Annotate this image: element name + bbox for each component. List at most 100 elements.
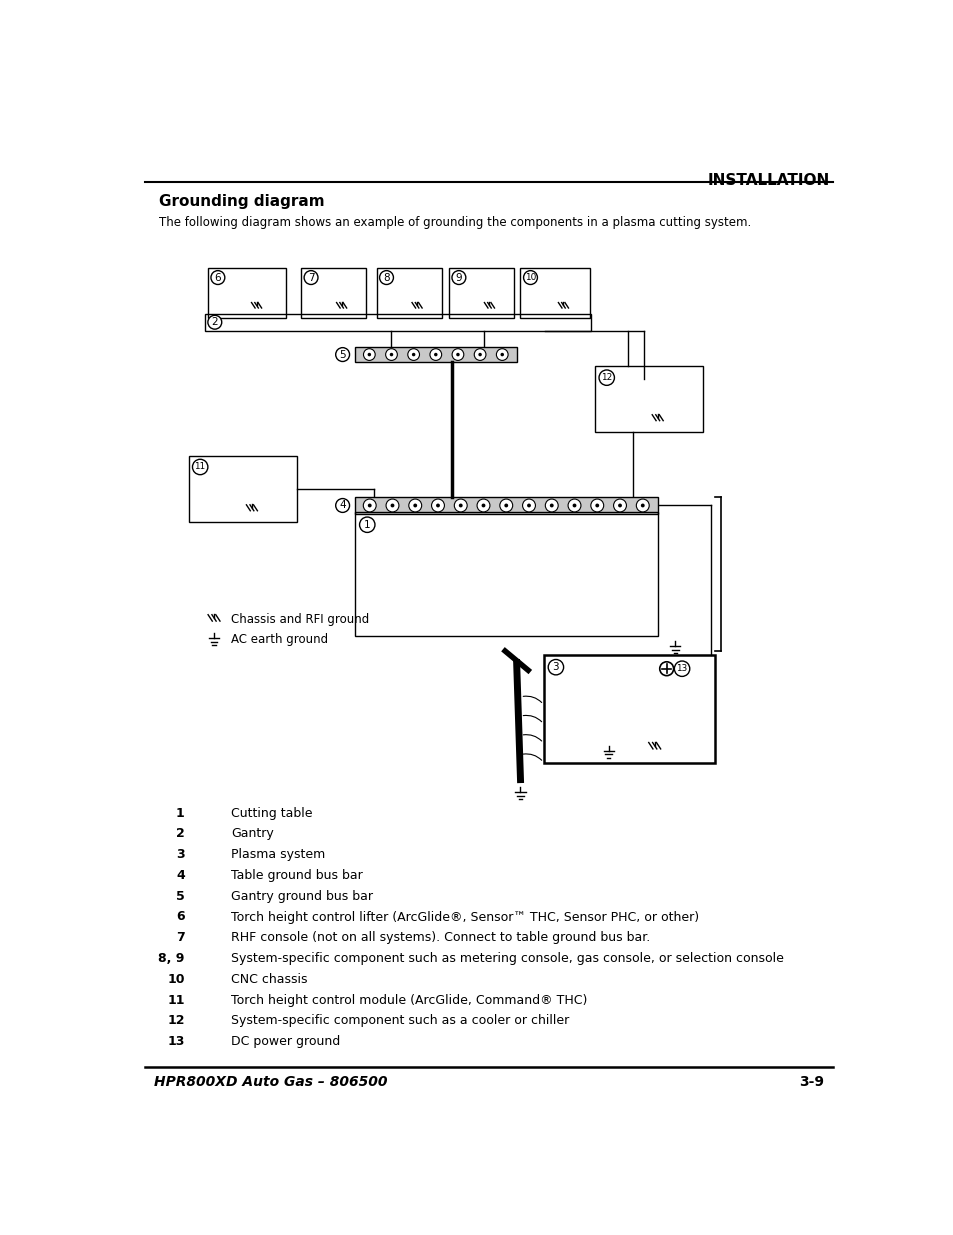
Text: 3: 3 [552, 662, 558, 672]
Text: 11: 11 [194, 462, 206, 472]
Circle shape [208, 315, 221, 330]
Circle shape [640, 504, 644, 508]
Text: 5: 5 [339, 350, 346, 359]
Circle shape [500, 353, 503, 357]
Text: 12: 12 [600, 373, 612, 382]
Text: 1: 1 [176, 806, 185, 820]
Circle shape [211, 270, 225, 284]
Circle shape [499, 499, 512, 513]
Circle shape [659, 662, 673, 676]
Text: 9: 9 [456, 273, 461, 283]
Circle shape [407, 348, 419, 361]
Circle shape [618, 504, 621, 508]
Text: 8: 8 [383, 273, 390, 283]
Circle shape [452, 348, 463, 361]
Circle shape [434, 353, 437, 357]
Text: 2: 2 [212, 317, 218, 327]
Circle shape [390, 504, 394, 508]
Circle shape [636, 499, 649, 513]
Circle shape [674, 661, 689, 677]
Text: AC earth ground: AC earth ground [231, 634, 328, 646]
Circle shape [452, 270, 465, 284]
Text: RHF console (not on all systems). Connect to table ground bus bar.: RHF console (not on all systems). Connec… [231, 931, 650, 945]
Bar [595, 366, 702, 431]
Text: CNC chassis: CNC chassis [231, 973, 307, 986]
Text: Gantry: Gantry [231, 827, 274, 840]
Text: 3: 3 [176, 848, 185, 861]
Circle shape [567, 499, 580, 513]
Circle shape [412, 353, 415, 357]
Text: 1: 1 [364, 520, 370, 530]
Circle shape [193, 459, 208, 474]
Circle shape [413, 504, 416, 508]
Bar [190, 456, 297, 521]
Circle shape [477, 353, 481, 357]
Circle shape [335, 347, 349, 362]
Circle shape [335, 499, 349, 513]
Circle shape [359, 517, 375, 532]
Text: 4: 4 [176, 869, 185, 882]
Text: 6: 6 [176, 910, 185, 924]
Circle shape [409, 499, 421, 513]
Text: System-specific component such as metering console, gas console, or selection co: System-specific component such as meteri… [231, 952, 783, 965]
Circle shape [548, 659, 563, 674]
Circle shape [363, 348, 375, 361]
Bar [520, 268, 589, 317]
Circle shape [496, 348, 508, 361]
Text: 8, 9: 8, 9 [158, 952, 185, 965]
Text: 10: 10 [167, 973, 185, 986]
Text: 3-9: 3-9 [798, 1074, 823, 1088]
Text: Chassis and RFI ground: Chassis and RFI ground [231, 613, 369, 626]
Circle shape [598, 370, 614, 385]
Circle shape [436, 504, 439, 508]
Text: INSTALLATION: INSTALLATION [707, 173, 829, 188]
Text: Gantry ground bus bar: Gantry ground bus bar [231, 889, 373, 903]
Circle shape [474, 348, 485, 361]
Bar [543, 655, 714, 763]
Text: Table ground bus bar: Table ground bus bar [231, 869, 362, 882]
Circle shape [431, 499, 444, 513]
Text: HPR800XD Auto Gas – 806500: HPR800XD Auto Gas – 806500 [153, 1074, 387, 1088]
Circle shape [367, 353, 371, 357]
Bar [205, 314, 591, 331]
Circle shape [549, 504, 553, 508]
Circle shape [458, 504, 462, 508]
Bar [355, 513, 657, 636]
Text: The following diagram shows an example of grounding the components in a plasma c: The following diagram shows an example o… [158, 216, 750, 228]
Circle shape [456, 353, 459, 357]
Text: 6: 6 [214, 273, 221, 283]
Bar [208, 268, 286, 317]
Circle shape [523, 270, 537, 284]
Text: System-specific component such as a cooler or chiller: System-specific component such as a cool… [231, 1014, 569, 1028]
Circle shape [386, 499, 398, 513]
Circle shape [522, 499, 535, 513]
Circle shape [430, 348, 441, 361]
Text: 7: 7 [176, 931, 185, 945]
Bar [355, 347, 517, 362]
Circle shape [613, 499, 626, 513]
Text: DC power ground: DC power ground [231, 1035, 340, 1049]
Text: 11: 11 [167, 994, 185, 1007]
Text: Grounding diagram: Grounding diagram [158, 194, 324, 210]
Bar [376, 268, 441, 317]
Circle shape [595, 504, 598, 508]
Bar [301, 268, 366, 317]
Text: Plasma system: Plasma system [231, 848, 325, 861]
Circle shape [363, 499, 375, 513]
Circle shape [454, 499, 467, 513]
Text: Torch height control module (ArcGlide, Command® THC): Torch height control module (ArcGlide, C… [231, 994, 587, 1007]
Circle shape [590, 499, 603, 513]
Circle shape [481, 504, 485, 508]
Circle shape [504, 504, 508, 508]
Circle shape [526, 504, 531, 508]
Circle shape [476, 499, 490, 513]
Text: 4: 4 [339, 500, 346, 510]
Text: 13: 13 [676, 664, 687, 673]
Circle shape [390, 353, 393, 357]
Circle shape [304, 270, 317, 284]
Bar [355, 496, 657, 514]
Text: 13: 13 [167, 1035, 185, 1049]
Bar [449, 268, 514, 317]
Circle shape [368, 504, 372, 508]
Text: 10: 10 [524, 273, 536, 282]
